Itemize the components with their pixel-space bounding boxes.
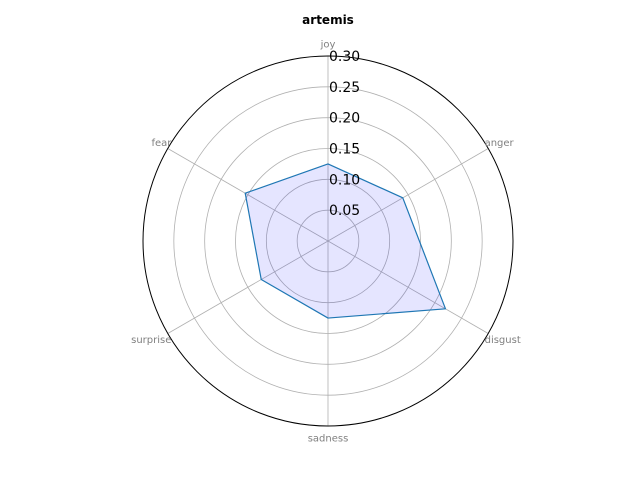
axis-label-joy: joy	[320, 40, 336, 51]
tick-label-4: 0.25	[329, 80, 360, 96]
series-layer	[244, 163, 447, 319]
spoke-surprise	[167, 240, 329, 334]
chart-title: artemis	[302, 13, 354, 27]
axis-label-anger: anger	[485, 138, 515, 149]
series-line	[244, 163, 447, 319]
spokes	[167, 56, 489, 426]
tick-label-2: 0.15	[329, 142, 360, 158]
tick-label-5: 0.30	[329, 49, 360, 65]
spoke-fear	[167, 148, 329, 242]
tick-label-0: 0.05	[329, 203, 360, 219]
axis-labels: joy anger disgust sadness surprise fear	[131, 40, 521, 445]
axis-label-fear: fear	[151, 138, 172, 149]
tick-label-1: 0.10	[329, 172, 360, 188]
spoke-anger	[327, 148, 489, 242]
axis-label-surprise: surprise	[131, 335, 171, 346]
series-fill	[245, 163, 446, 319]
axis-label-disgust: disgust	[485, 335, 521, 346]
outer-circle	[142, 55, 514, 427]
axis-label-sadness: sadness	[308, 434, 349, 445]
spoke-disgust	[327, 240, 489, 334]
outer-frame	[142, 55, 514, 427]
tick-label-3: 0.20	[329, 111, 360, 127]
tick-labels: 0.05 0.10 0.15 0.20 0.25 0.30	[329, 49, 360, 219]
